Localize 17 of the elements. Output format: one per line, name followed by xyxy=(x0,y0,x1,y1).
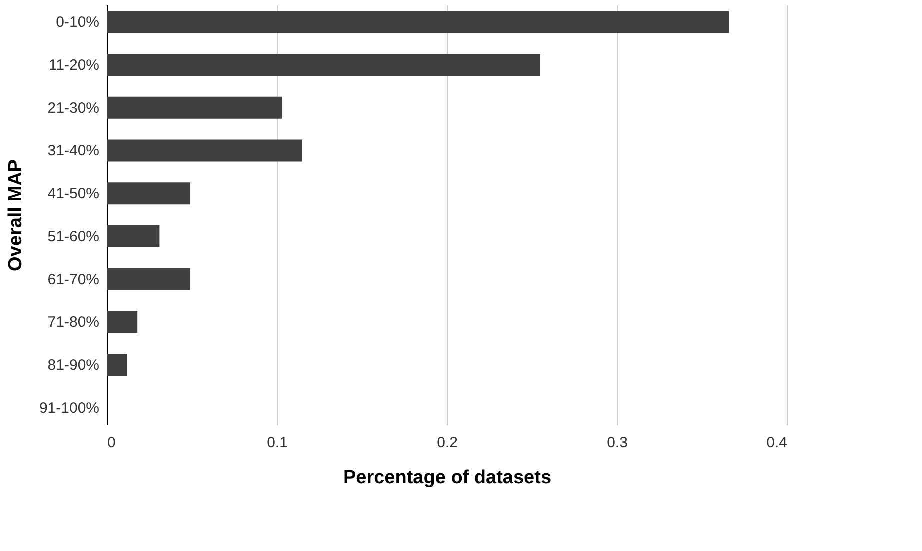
x-tick-label: 0.2 xyxy=(437,434,458,452)
y-tick-label: 31-40% xyxy=(48,142,100,160)
x-axis-title: Percentage of datasets xyxy=(343,468,552,488)
y-tick-label: 21-30% xyxy=(48,100,100,117)
y-tick-label: 91-100% xyxy=(39,400,100,417)
y-tick-label: 81-90% xyxy=(48,357,100,374)
x-tick-label: 0.1 xyxy=(267,434,288,452)
y-tick-label: 61-70% xyxy=(48,271,100,288)
x-tick-label: 0 xyxy=(108,434,116,452)
y-tick-label: 51-60% xyxy=(48,228,100,246)
y-axis-title: Overall MAP xyxy=(5,159,26,272)
y-tick-label: 11-20% xyxy=(48,57,100,74)
x-tick-label: 0.3 xyxy=(607,434,628,452)
y-tick-label: 0-10% xyxy=(56,14,100,32)
x-tick-label: 0.4 xyxy=(766,434,788,452)
y-tick-label: 41-50% xyxy=(48,186,100,203)
y-tick-label: 71-80% xyxy=(48,314,100,332)
